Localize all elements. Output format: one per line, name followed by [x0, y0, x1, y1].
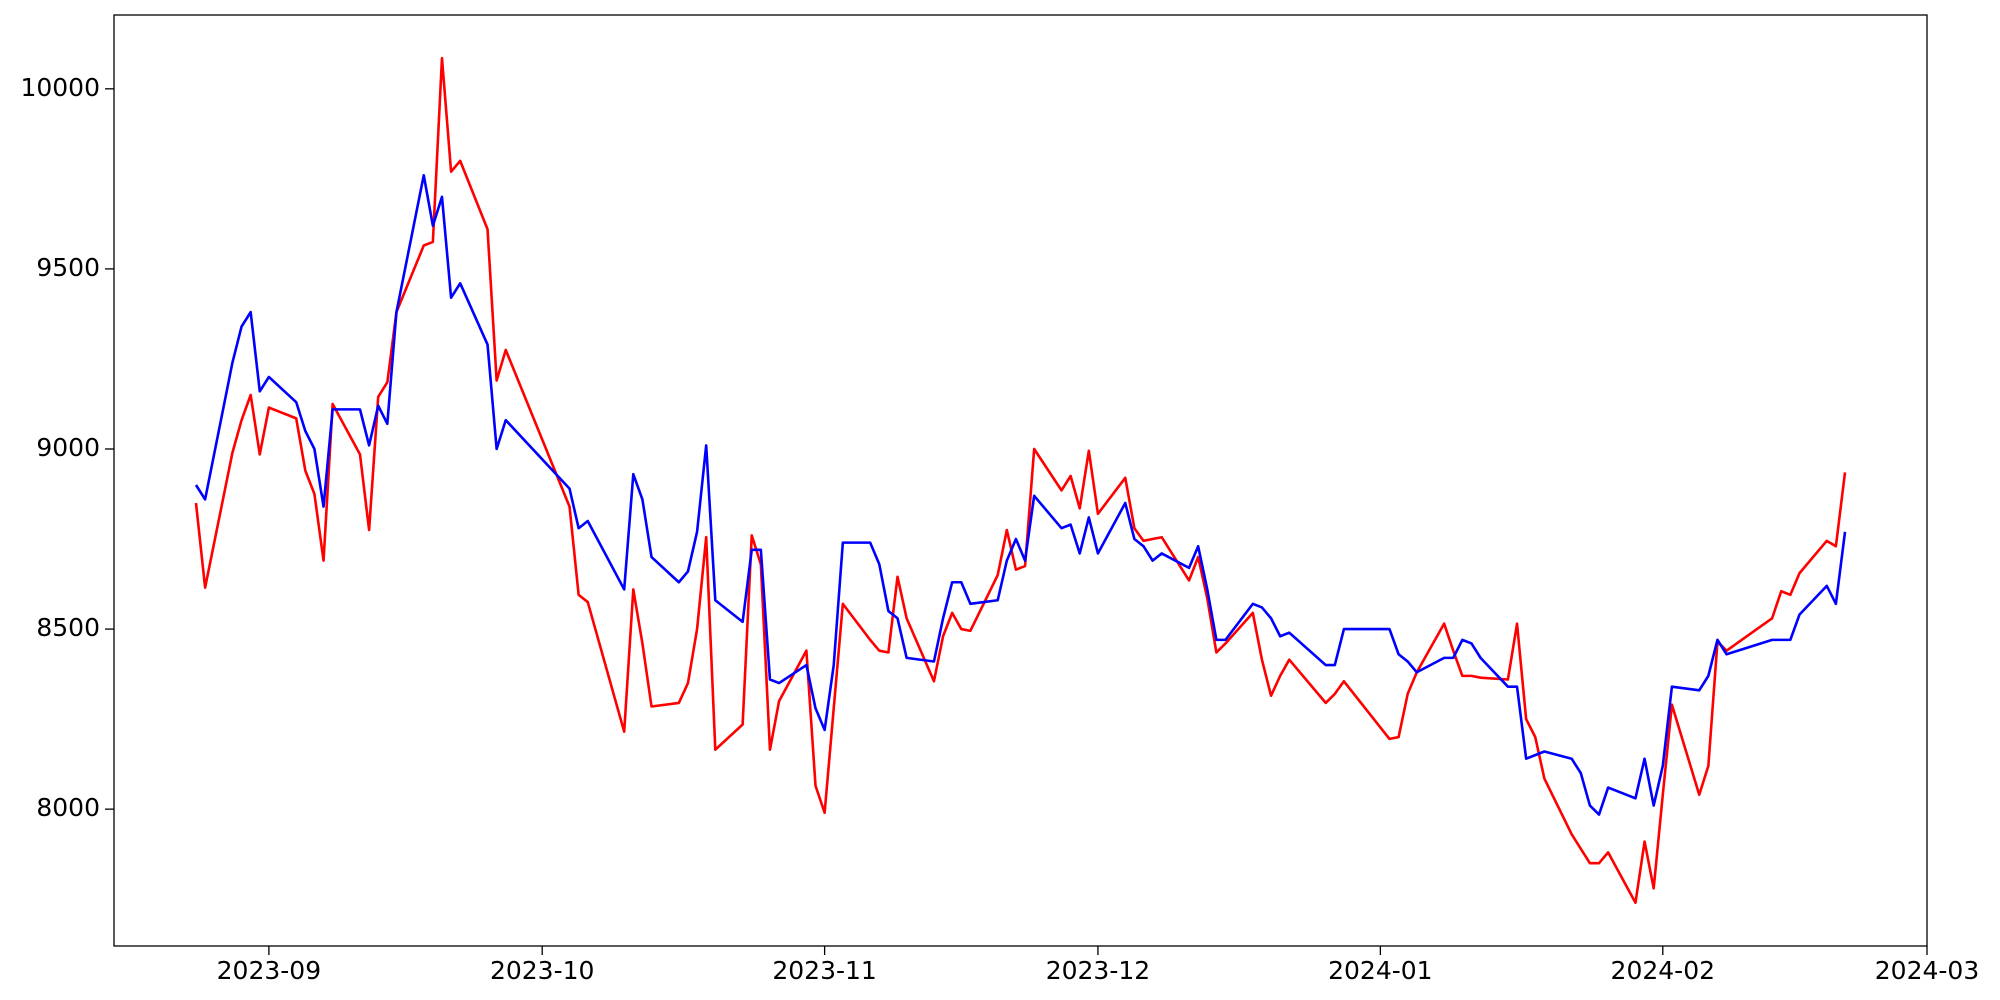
- y-tick-label: 10000: [20, 73, 100, 102]
- x-tick-label: 2024-02: [1611, 956, 1715, 985]
- y-tick-label: 8500: [36, 613, 100, 642]
- x-tick-label: 2023-09: [217, 956, 321, 985]
- series-line: [194, 56, 1847, 905]
- y-tick-label: 8000: [36, 793, 100, 822]
- x-tick-label: 2024-01: [1328, 956, 1432, 985]
- x-tick-label: 2023-12: [1046, 956, 1150, 985]
- y-tick-label: 9000: [36, 433, 100, 462]
- plot-frame: [113, 14, 1928, 947]
- x-tick-label: 2023-11: [772, 956, 876, 985]
- y-tick-label: 9500: [36, 253, 100, 282]
- x-tick-label: 2023-10: [490, 956, 594, 985]
- x-tick-label: 2024-03: [1875, 956, 1979, 985]
- series-line: [194, 173, 1847, 816]
